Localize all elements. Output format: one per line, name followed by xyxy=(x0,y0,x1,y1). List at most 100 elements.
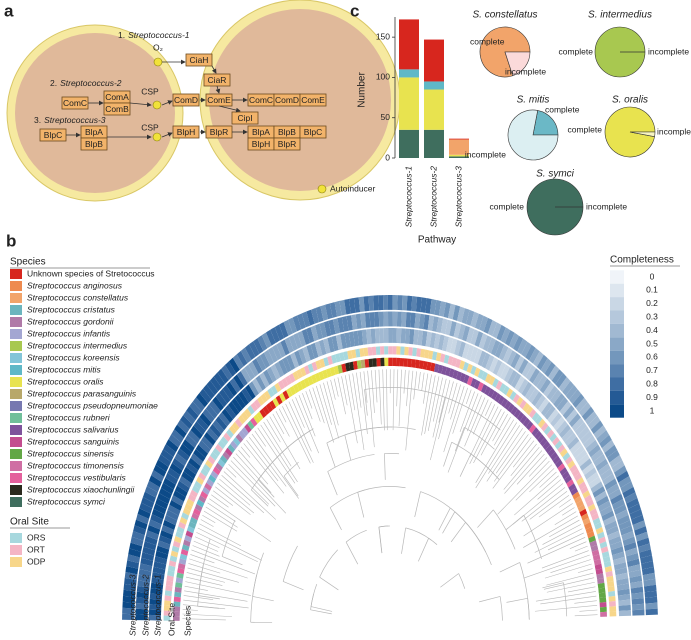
ring-segment xyxy=(554,440,563,450)
tree-branch xyxy=(209,498,272,542)
ring-segment xyxy=(174,586,182,593)
ring-segment xyxy=(279,392,286,403)
ring-segment xyxy=(618,599,631,606)
ring-segment xyxy=(513,408,521,419)
tree-branch xyxy=(479,596,501,603)
ring-segment xyxy=(592,554,601,561)
tree-branch xyxy=(499,596,503,621)
tree-branch xyxy=(568,586,596,593)
ring-segment xyxy=(371,346,377,356)
tree-branch xyxy=(539,471,557,488)
ring-segment xyxy=(626,497,640,509)
tree-branch xyxy=(432,378,447,438)
ring-segment xyxy=(383,295,388,310)
ring-segment xyxy=(600,468,613,481)
ring-segment xyxy=(200,490,208,500)
ring-segment xyxy=(296,381,303,392)
legend-label: Streptococcus sinensis xyxy=(27,448,115,458)
tree-branch xyxy=(308,389,321,422)
tree-branch xyxy=(283,461,299,477)
ring-segment xyxy=(559,448,568,458)
protein-label: BlpB xyxy=(278,127,296,137)
ring-segment xyxy=(537,418,546,429)
tree-branch xyxy=(329,489,366,508)
ring-segment xyxy=(607,580,615,588)
tree-branch xyxy=(579,609,598,612)
ring-segment xyxy=(525,420,534,431)
tree-branch xyxy=(504,450,543,494)
ring-segment xyxy=(536,354,548,371)
tree-branch xyxy=(282,545,298,582)
ring-segment xyxy=(392,328,397,343)
ring-segment xyxy=(370,328,376,344)
ring-segment xyxy=(208,474,217,483)
ring-segment xyxy=(583,435,596,449)
ring-segment xyxy=(322,369,328,379)
protein-label: BlpR xyxy=(210,127,228,137)
ring-segment xyxy=(177,480,190,493)
ring-segment xyxy=(577,426,590,440)
ring-segment xyxy=(592,486,606,498)
ring-segment xyxy=(240,367,252,384)
ring-segment xyxy=(388,328,393,343)
ring-segment xyxy=(420,348,426,358)
ring-segment xyxy=(193,448,206,462)
ring-segment xyxy=(627,564,641,573)
ring-segment xyxy=(364,312,371,328)
ring-segment xyxy=(616,470,630,483)
ring-segment xyxy=(205,459,213,469)
ring-segment xyxy=(589,508,598,517)
ring-segment xyxy=(310,325,319,342)
ring-segment xyxy=(196,476,204,485)
ring-segment xyxy=(155,550,169,560)
ring-segment xyxy=(196,499,205,508)
color-scale-label: 0.5 xyxy=(646,338,658,348)
ring-segment xyxy=(494,393,502,403)
protein-box xyxy=(103,102,131,116)
ring-segment xyxy=(537,434,545,444)
ring-segment xyxy=(238,390,249,406)
bar-segment xyxy=(399,77,419,130)
ring-segment xyxy=(233,437,241,447)
ring-segment xyxy=(207,455,216,465)
tree-branch xyxy=(364,389,368,416)
ring-segment xyxy=(522,417,531,428)
ring-segment xyxy=(597,463,611,476)
ring-segment xyxy=(600,611,607,617)
ring-segment xyxy=(609,611,617,617)
ring-segment xyxy=(306,309,315,326)
ring-segment xyxy=(217,368,229,384)
ring-segment xyxy=(369,312,375,328)
ring-segment xyxy=(292,371,300,381)
tree-branch xyxy=(544,563,592,579)
legend-swatch xyxy=(10,365,22,375)
ring-segment xyxy=(559,401,572,416)
protein-label: BlpC xyxy=(304,127,322,137)
ring-segment xyxy=(189,401,202,416)
ring-segment xyxy=(259,408,267,418)
ring-segment xyxy=(380,357,385,367)
ring-segment xyxy=(434,300,442,316)
bar-segment xyxy=(399,19,419,70)
tree-branch xyxy=(541,550,589,569)
tree-branch xyxy=(384,453,386,480)
ring-segment xyxy=(161,482,174,495)
legend-swatch xyxy=(10,413,22,423)
ring-segment xyxy=(229,377,241,393)
ring-segment xyxy=(352,360,358,370)
ring-segment xyxy=(179,476,192,488)
legend-label: Streptococcus rubneri xyxy=(27,412,111,422)
ring-segment xyxy=(576,477,585,486)
tree-branch xyxy=(207,502,236,522)
ring-segment xyxy=(368,358,373,368)
ring-segment xyxy=(606,525,619,536)
protein-label: ComC xyxy=(63,98,87,108)
ring-label: Streptococcus-2 xyxy=(140,574,150,636)
tree-branch xyxy=(352,373,365,450)
ring-segment xyxy=(420,297,427,313)
bar-segment xyxy=(424,89,444,130)
ring-segment xyxy=(181,471,194,484)
tree-branch xyxy=(356,372,362,408)
tree-branch xyxy=(523,503,573,537)
ring-segment xyxy=(466,344,475,361)
